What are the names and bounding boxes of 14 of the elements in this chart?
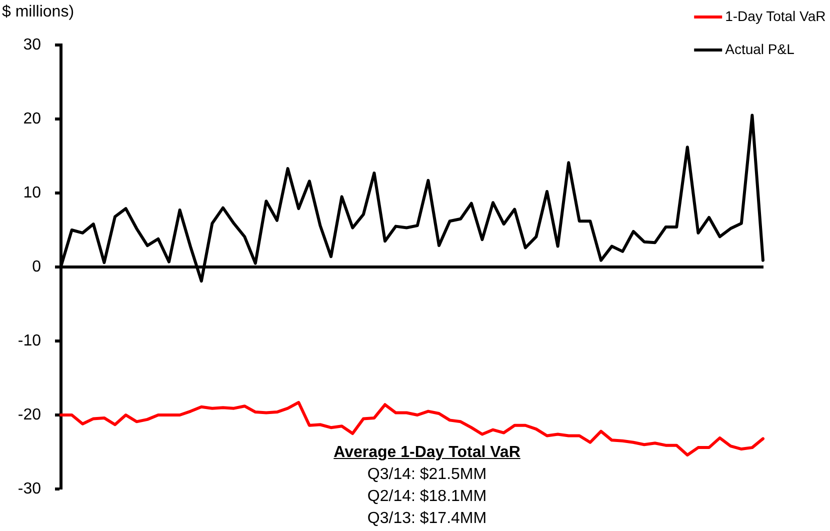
annotation: Average 1-Day Total VaR xyxy=(334,444,520,461)
annotation: Q3/14: $21.5MM xyxy=(367,466,487,483)
text: Q3/13: $17.4MM xyxy=(367,510,487,527)
legend-label: Actual P&L xyxy=(725,40,795,57)
y-tick-label: 30 xyxy=(23,36,42,54)
y-tick-label: -10 xyxy=(18,332,42,350)
y-tick-label: -30 xyxy=(18,480,42,498)
y-tick-label: 10 xyxy=(23,184,42,202)
legend-label: 1-Day Total VaR xyxy=(725,8,826,24)
y-tick-label: -20 xyxy=(18,406,42,424)
y-axis-title: $ millions) xyxy=(2,3,74,20)
y-tick-label: 0 xyxy=(32,258,42,276)
annotation: Q2/14: $18.1MM xyxy=(367,488,487,505)
y-tick-label: 20 xyxy=(23,110,42,128)
